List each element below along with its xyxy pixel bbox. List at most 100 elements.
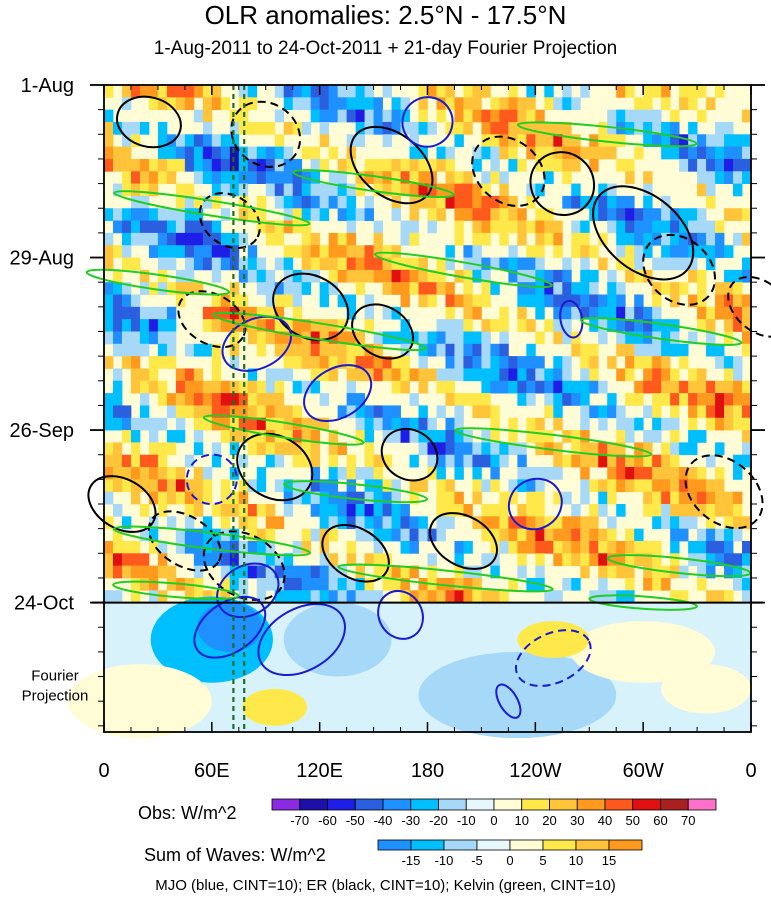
olr-cell bbox=[148, 208, 159, 221]
olr-cell bbox=[490, 590, 500, 603]
olr-cell bbox=[571, 430, 581, 443]
olr-cell bbox=[661, 257, 671, 271]
olr-cell bbox=[499, 442, 509, 456]
olr-cell bbox=[580, 540, 590, 554]
olr-cell bbox=[643, 504, 653, 517]
x-tick-label: 180 bbox=[411, 760, 444, 782]
olr-cell bbox=[688, 467, 698, 480]
olr-cell bbox=[211, 171, 222, 184]
olr-cell bbox=[229, 491, 240, 505]
olr-cell bbox=[229, 380, 240, 394]
olr-cell bbox=[373, 417, 383, 431]
olr-cell bbox=[193, 368, 204, 382]
olr-cell bbox=[256, 343, 267, 357]
olr-cell bbox=[526, 368, 536, 382]
olr-cell bbox=[670, 245, 680, 258]
olr-cell bbox=[742, 257, 752, 271]
olr-cell bbox=[157, 417, 168, 431]
olr-cell bbox=[553, 454, 563, 468]
olr-cell bbox=[337, 331, 348, 345]
olr-cell bbox=[409, 183, 419, 197]
olr-cell bbox=[454, 504, 464, 517]
olr-cell bbox=[130, 368, 141, 382]
olr-cell bbox=[508, 158, 518, 172]
olr-cell bbox=[148, 171, 159, 184]
olr-cell bbox=[139, 331, 150, 345]
olr-cell bbox=[715, 121, 725, 135]
olr-cell bbox=[634, 121, 644, 135]
projection-blob bbox=[68, 664, 212, 739]
olr-cell bbox=[508, 195, 518, 209]
olr-cell bbox=[733, 491, 743, 505]
olr-cell bbox=[382, 183, 392, 197]
olr-cell bbox=[310, 331, 321, 345]
olr-cell bbox=[238, 417, 249, 431]
olr-cell bbox=[364, 577, 374, 591]
olr-cell bbox=[193, 553, 204, 567]
olr-cell bbox=[121, 158, 132, 172]
olr-cell bbox=[643, 171, 653, 184]
olr-cell bbox=[454, 220, 464, 234]
olr-cell bbox=[697, 85, 707, 98]
olr-cell bbox=[733, 294, 743, 308]
olr-cell bbox=[535, 220, 545, 234]
olr-cell bbox=[400, 158, 410, 172]
olr-cell bbox=[409, 282, 419, 295]
olr-cell bbox=[409, 121, 419, 135]
olr-cell bbox=[346, 208, 357, 221]
olr-cell bbox=[265, 220, 276, 234]
olr-cell bbox=[193, 146, 204, 160]
olr-cell bbox=[220, 319, 231, 332]
olr-cell bbox=[607, 565, 617, 579]
olr-cell bbox=[652, 405, 662, 419]
olr-cell bbox=[112, 208, 123, 221]
mjo-contour bbox=[559, 299, 584, 339]
olr-cell bbox=[328, 195, 339, 209]
olr-cell bbox=[598, 208, 608, 221]
olr-cell bbox=[742, 516, 752, 530]
olr-cell bbox=[454, 331, 464, 345]
olr-cell bbox=[589, 504, 599, 517]
olr-cell bbox=[166, 516, 177, 530]
olr-cell bbox=[418, 577, 428, 591]
olr-cell bbox=[112, 565, 123, 579]
olr-cell bbox=[634, 343, 644, 357]
olr-cell bbox=[364, 85, 374, 98]
olr-cell bbox=[301, 319, 312, 332]
olr-cell bbox=[139, 565, 150, 579]
olr-cell bbox=[166, 491, 177, 505]
olr-cell bbox=[112, 467, 123, 480]
olr-cell bbox=[310, 158, 321, 172]
olr-cell bbox=[661, 134, 671, 148]
olr-cell bbox=[211, 343, 222, 357]
olr-cell bbox=[256, 442, 267, 456]
olr-cell bbox=[643, 467, 653, 480]
olr-cell bbox=[634, 232, 644, 246]
olr-cell bbox=[742, 417, 752, 431]
olr-cell bbox=[580, 269, 590, 283]
olr-cell bbox=[337, 183, 348, 197]
olr-cell bbox=[328, 269, 339, 283]
olr-cell bbox=[499, 121, 509, 135]
olr-cell bbox=[310, 232, 321, 246]
olr-cell bbox=[193, 504, 204, 517]
olr-cell bbox=[724, 553, 734, 567]
olr-cell bbox=[211, 97, 222, 111]
olr-cell bbox=[589, 454, 599, 468]
olr-cell bbox=[481, 171, 491, 184]
olr-cell bbox=[112, 380, 123, 394]
olr-cell bbox=[643, 85, 653, 98]
olr-cell bbox=[148, 577, 159, 591]
olr-cell bbox=[319, 417, 330, 431]
colorbar-tick-label: -20 bbox=[429, 813, 448, 828]
olr-cell bbox=[688, 146, 698, 160]
olr-cell bbox=[130, 577, 141, 591]
olr-cell bbox=[562, 158, 572, 172]
olr-cell bbox=[355, 331, 365, 345]
olr-cell bbox=[184, 528, 195, 542]
olr-cell bbox=[526, 85, 536, 98]
olr-cell bbox=[175, 245, 186, 258]
olr-cell bbox=[607, 208, 617, 221]
olr-cell bbox=[679, 158, 689, 172]
olr-cell bbox=[607, 405, 617, 419]
